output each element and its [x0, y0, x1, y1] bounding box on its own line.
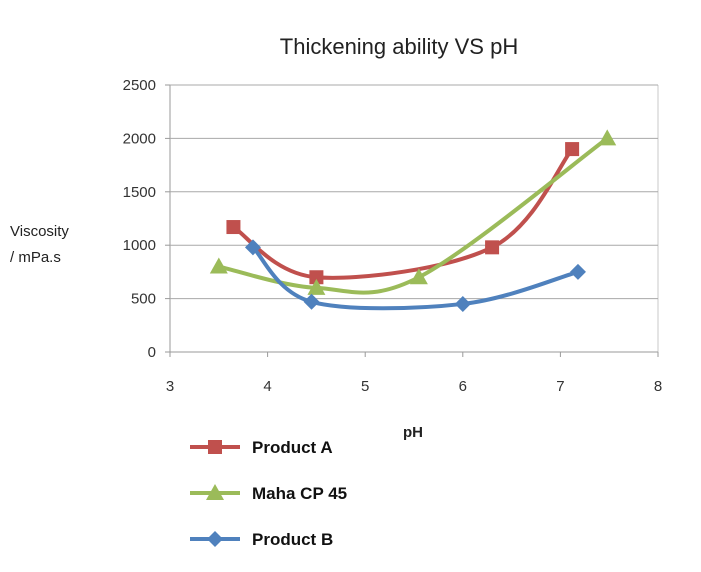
x-axis-ticks: 3 4 5 6 7 8 — [166, 378, 662, 395]
data-point — [409, 268, 428, 285]
x-tick-label: 8 — [654, 378, 662, 395]
data-point — [569, 263, 586, 280]
x-tick-label: 3 — [166, 378, 174, 395]
y-axis-ticks: 0 500 1000 1500 2000 2500 — [123, 77, 156, 361]
legend-marker — [207, 531, 223, 547]
data-point — [244, 239, 261, 256]
y-tick-label: 2000 — [123, 130, 156, 147]
data-point — [309, 270, 324, 285]
x-tick-label: 4 — [263, 378, 271, 395]
y-tick-label: 1000 — [123, 237, 156, 254]
legend-label: Product B — [252, 530, 333, 549]
x-tick-label: 6 — [459, 378, 467, 395]
data-point — [303, 293, 320, 310]
series-line — [216, 136, 610, 295]
legend-marker — [206, 484, 224, 500]
legend-item: Maha CP 45 — [190, 484, 347, 503]
data-point — [485, 240, 500, 255]
series-product-b — [244, 239, 586, 312]
legend-label: Product A — [252, 438, 333, 457]
plot-area — [209, 129, 617, 312]
gridlines — [165, 84, 659, 357]
y-tick-label: 0 — [148, 344, 156, 361]
x-tick-label: 5 — [361, 378, 369, 395]
legend: Product A Maha CP 45 Product B — [190, 438, 347, 549]
series-product-a — [226, 142, 580, 285]
legend-label: Maha CP 45 — [252, 484, 347, 503]
legend-item: Product B — [190, 530, 333, 549]
data-point — [209, 257, 228, 274]
data-point — [565, 142, 580, 157]
y-axis-label-line1: Viscosity — [10, 223, 69, 240]
data-point — [598, 129, 617, 146]
y-tick-label: 1500 — [123, 184, 156, 201]
series-line — [231, 147, 575, 280]
data-point — [454, 295, 471, 312]
x-axis-label: pH — [403, 424, 423, 441]
y-tick-label: 2500 — [123, 77, 156, 94]
series-line — [250, 245, 580, 311]
legend-item: Product A — [190, 438, 333, 457]
x-tick-label: 7 — [556, 378, 564, 395]
data-point — [226, 220, 241, 235]
series-maha-cp-45 — [209, 129, 617, 295]
y-tick-label: 500 — [131, 291, 156, 308]
chart-title: Thickening ability VS pH — [280, 34, 518, 59]
y-axis-label-line2: / mPa.s — [10, 249, 61, 266]
legend-marker — [208, 440, 222, 454]
data-point — [307, 278, 326, 295]
